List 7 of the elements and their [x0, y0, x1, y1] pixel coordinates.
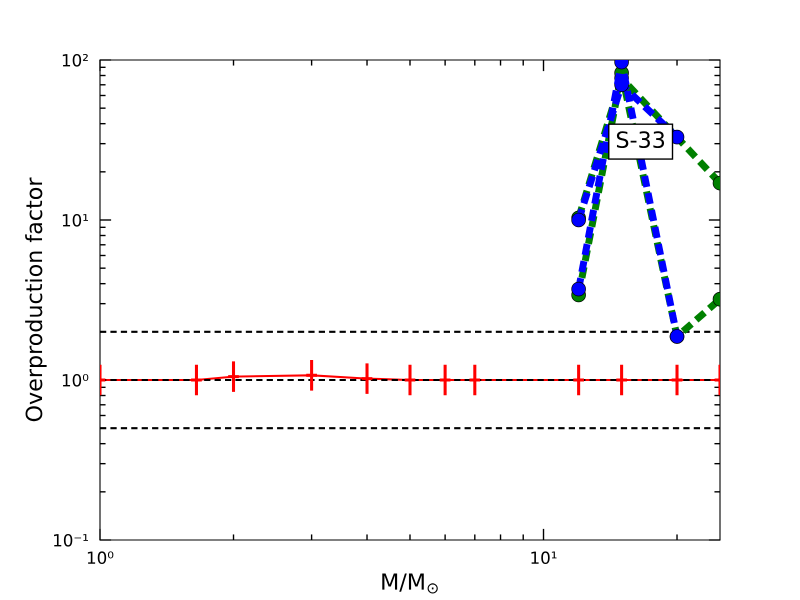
annotation: S-33: [616, 131, 664, 148]
y-tick-label: 10⁻¹: [54, 534, 88, 547]
x-axis-title: M/M$_{⊙}$: [382, 573, 438, 594]
y-tick-label: 10⁰: [62, 374, 88, 387]
y-tick-label: 10²: [62, 54, 88, 67]
y-tick-label: 10¹: [62, 214, 88, 227]
y-axis-title: Overproduction factor: [25, 178, 47, 422]
